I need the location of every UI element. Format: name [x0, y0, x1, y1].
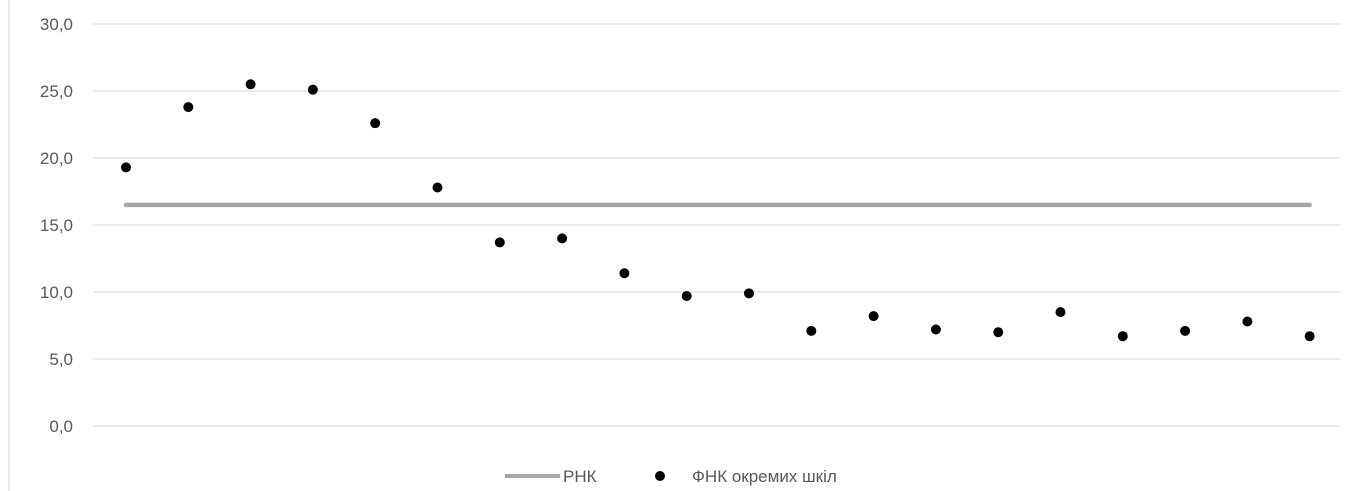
data-point [1180, 325, 1191, 336]
data-point [494, 237, 505, 248]
y-tick-label: 20,0 [40, 149, 73, 168]
data-point [806, 325, 817, 336]
data-point [744, 288, 754, 299]
y-tick-label: 5,0 [49, 350, 73, 369]
data-point [993, 327, 1004, 338]
data-point [121, 162, 131, 173]
gridlines [93, 23, 1340, 427]
data-point [245, 79, 256, 90]
data-point [307, 84, 318, 95]
y-tick-label: 15,0 [40, 216, 73, 235]
y-tick-label: 30,0 [40, 15, 73, 34]
data-point [183, 102, 194, 113]
legend-label-fnk: ФНК окремих шкіл [692, 467, 837, 486]
data-point [370, 118, 381, 129]
data-point [432, 182, 443, 193]
data-point [557, 233, 568, 244]
data-point [1055, 307, 1066, 318]
data-point [1117, 331, 1128, 342]
y-axis-tick-labels: 0,0 5,0 10,0 15,0 20,0 25,0 30,0 [40, 15, 73, 436]
data-point [619, 268, 630, 279]
data-point [1304, 331, 1315, 342]
data-point [930, 324, 941, 335]
y-tick-label: 0,0 [49, 417, 73, 436]
y-tick-label: 10,0 [40, 283, 73, 302]
legend-marker-swatch [655, 471, 665, 481]
y-tick-label: 25,0 [40, 82, 73, 101]
legend: РНК ФНК окремих шкіл [505, 467, 837, 486]
data-point [1242, 316, 1253, 327]
data-point [681, 291, 692, 302]
data-point [868, 311, 879, 322]
plot-series [121, 79, 1315, 342]
legend-label-rnk: РНК [563, 467, 597, 486]
